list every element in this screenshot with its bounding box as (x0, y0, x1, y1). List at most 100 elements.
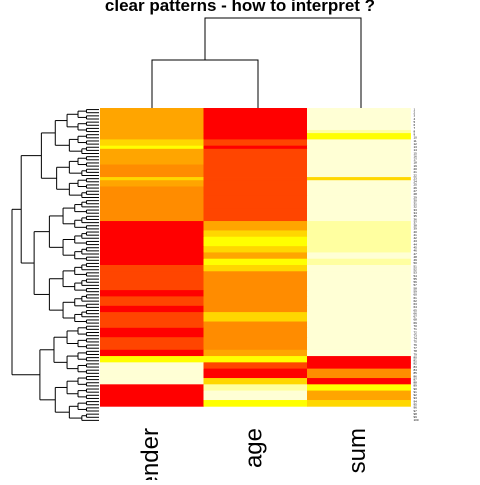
heatmap-cell (100, 145, 204, 150)
row-label: 48 (414, 255, 418, 259)
heatmap-cell (307, 321, 411, 329)
heatmap-cell (307, 148, 411, 165)
heatmap-cell (307, 384, 411, 391)
row-label: 38 (414, 224, 418, 228)
heatmap-cell (100, 186, 204, 197)
heatmap-cell (203, 164, 308, 178)
row-label: 16 (414, 154, 418, 158)
heatmap-cell (203, 208, 308, 222)
heatmap-cell (307, 349, 411, 357)
heatmap-cell (307, 177, 411, 181)
heatmap-cell (203, 327, 308, 338)
heatmap-cell (100, 356, 204, 363)
heatmap-cell (307, 180, 411, 187)
heatmap-cell (100, 108, 204, 131)
heatmap-cell (203, 378, 308, 385)
heatmap-cell (203, 129, 308, 134)
heatmap-cell (100, 271, 204, 291)
heatmap-cell (203, 236, 308, 247)
row-label: 26 (414, 186, 418, 190)
heatmap-cell (100, 164, 204, 178)
heatmap-cell (203, 145, 308, 150)
heatmap-cell (203, 148, 308, 165)
row-label: 67 (414, 315, 418, 319)
heatmap-cell (203, 108, 308, 131)
heatmap-cell (100, 327, 204, 338)
row-label: 73 (414, 333, 418, 337)
heatmap-cell (307, 265, 411, 272)
row-label: 30 (414, 198, 418, 202)
heatmap-cell (100, 378, 204, 385)
row-dendrogram (11, 109, 99, 421)
row-label: 95 (414, 403, 418, 407)
heatmap-cell (100, 133, 204, 140)
row-label: 50 (414, 261, 418, 265)
row-label: 65 (414, 308, 418, 312)
row-label: 1 (414, 107, 416, 111)
heatmap-cell (307, 129, 411, 134)
heatmap-cell (203, 195, 308, 209)
heatmap-cell (100, 321, 204, 329)
column-label: age (241, 428, 268, 468)
row-label: 49 (414, 258, 418, 262)
row-label: 79 (414, 352, 418, 356)
row-label: 55 (414, 277, 418, 281)
row-label: 47 (414, 252, 418, 256)
heatmap-cell (100, 180, 204, 187)
row-label: 97 (414, 409, 418, 413)
heatmap-cell (203, 368, 308, 379)
row-label: 64 (414, 305, 418, 309)
row-label: 85 (414, 371, 418, 375)
row-label: 41 (414, 233, 418, 237)
row-label: 39 (414, 227, 418, 231)
row-label: 71 (414, 327, 418, 331)
heatmap-cell (100, 177, 204, 181)
row-label: 23 (414, 176, 418, 180)
heatmap-cell (100, 400, 204, 407)
row-label: 4 (414, 117, 416, 121)
row-label: 27 (414, 189, 418, 193)
heatmap-cell (203, 265, 308, 272)
column-dendrogram (151, 17, 362, 108)
row-label: 45 (414, 246, 418, 250)
row-label: 88 (414, 381, 418, 385)
row-label: 20 (414, 167, 418, 171)
row-label: 100 (414, 418, 419, 422)
heatmap-cell (203, 290, 308, 297)
row-label: 33 (414, 208, 418, 212)
heatmap-cell (100, 337, 204, 351)
heatmap-cell (307, 312, 411, 322)
heatmap-cell (100, 230, 204, 238)
row-label: 72 (414, 330, 418, 334)
heatmap-cell (203, 362, 308, 370)
row-label: 40 (414, 230, 418, 234)
heatmap-cell (307, 327, 411, 338)
row-labels: 1234567891011121314151617181920212223242… (414, 107, 419, 422)
heatmap-cell (307, 108, 411, 131)
heatmap-cell (100, 368, 204, 379)
heatmap-cell (100, 139, 204, 147)
row-label: 54 (414, 274, 418, 278)
row-label: 62 (414, 299, 418, 303)
row-label: 89 (414, 384, 418, 388)
row-label: 57 (414, 283, 418, 287)
row-label: 61 (414, 296, 418, 300)
row-label: 58 (414, 286, 418, 290)
heatmap-cell (203, 400, 308, 407)
row-label: 11 (414, 139, 417, 143)
row-label: 14 (414, 148, 418, 152)
dendrogram-branch (204, 17, 362, 108)
heatmap-cell (203, 133, 308, 140)
heatmap-cell (307, 368, 411, 379)
heatmap-cell (307, 390, 411, 401)
heatmap-cell (307, 258, 411, 266)
row-label: 99 (414, 415, 418, 419)
heatmap-cell (203, 246, 308, 253)
row-label: 82 (414, 362, 418, 366)
heatmap-cell (203, 312, 308, 322)
row-label: 87 (414, 377, 418, 381)
heatmap-cell (100, 258, 204, 266)
heatmap-cell (307, 400, 411, 407)
row-label: 56 (414, 280, 418, 284)
